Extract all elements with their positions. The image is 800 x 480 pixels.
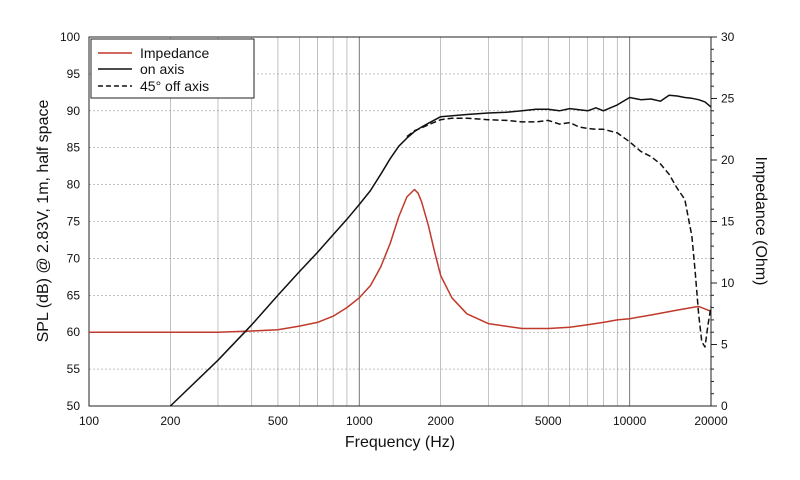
y-tick-label: 60 [67, 325, 81, 339]
y2-tick-label: 30 [721, 30, 735, 44]
x-axis-title: Frequency (Hz) [345, 434, 455, 451]
y-tick-label: 70 [67, 251, 81, 265]
legend-label-on-axis: on axis [140, 61, 184, 77]
series-line-impedance [89, 188, 712, 333]
y-tick-label: 65 [67, 288, 81, 302]
x-axis-ticks: 100 200 500 1000 2000 5000 10000 20000 [79, 414, 728, 428]
y-tick-label: 75 [67, 215, 81, 229]
y2-axis-ticks: 30 25 20 15 10 5 0 [711, 30, 735, 413]
x-tick-label: 20000 [694, 414, 728, 428]
y-tick-label: 55 [67, 362, 81, 376]
y2-axis-title: Impedance (Ohm) [752, 157, 769, 286]
y2-tick-label: 15 [721, 215, 735, 229]
y-tick-label: 80 [67, 178, 81, 192]
y2-tick-label: 25 [721, 92, 735, 106]
y-axis-ticks: 100 95 90 85 80 75 70 65 60 55 50 [60, 30, 80, 413]
y-tick-label: 95 [67, 67, 81, 81]
x-tick-label: 200 [160, 414, 180, 428]
x-tick-label: 500 [268, 414, 288, 428]
y-tick-label: 85 [67, 141, 81, 155]
y2-tick-label: 0 [721, 399, 728, 413]
y-tick-label: 50 [67, 399, 81, 413]
x-tick-label: 1000 [346, 414, 373, 428]
x-tick-label: 2000 [427, 414, 454, 428]
series-lines [89, 94, 712, 407]
legend: Impedance on axis 45° off axis [90, 38, 255, 99]
legend-label-impedance: Impedance [140, 45, 209, 61]
y-axis-title: SPL (dB) @ 2.83V, 1m, half space [35, 100, 52, 343]
y-tick-label: 100 [60, 30, 80, 44]
y-tick-label: 90 [67, 104, 81, 118]
y2-tick-label: 10 [721, 276, 735, 290]
x-tick-label: 10000 [613, 414, 647, 428]
legend-label-off-axis: 45° off axis [140, 78, 209, 94]
series-line-off-axis-45 [406, 117, 712, 348]
y2-tick-label: 5 [721, 338, 728, 352]
series-line-on-axis [169, 94, 712, 407]
x-tick-label: 5000 [535, 414, 562, 428]
y2-tick-label: 20 [721, 153, 735, 167]
x-tick-label: 100 [79, 414, 99, 428]
